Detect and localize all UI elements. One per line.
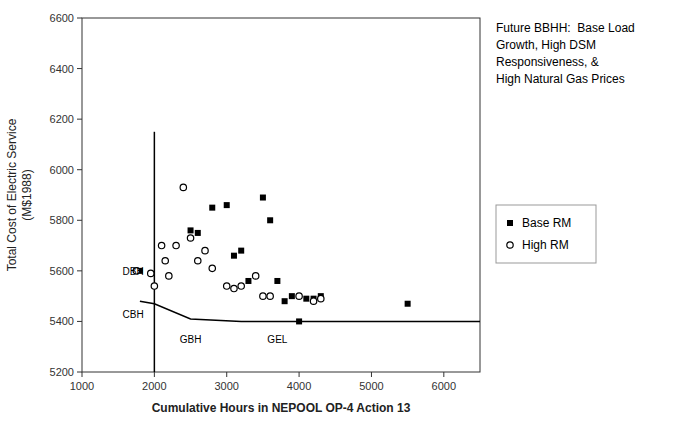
y-tick-label: 6600 — [50, 12, 74, 24]
point — [224, 283, 230, 289]
y-tick — [77, 119, 82, 120]
y-tick-label: 6200 — [50, 113, 74, 125]
point — [158, 242, 164, 248]
x-tick-label: 4000 — [287, 380, 311, 392]
x-axis-label: Cumulative Hours in NEPOOL OP-4 Action 1… — [152, 401, 411, 415]
point — [162, 258, 168, 264]
y-tick — [77, 220, 82, 221]
y-tick — [77, 68, 82, 69]
point — [274, 278, 280, 284]
marks — [133, 132, 480, 372]
x-tick — [299, 372, 300, 377]
point — [148, 270, 154, 276]
legend-box — [496, 205, 596, 263]
y-tick — [77, 18, 82, 19]
point — [209, 205, 215, 211]
point — [296, 293, 302, 299]
point — [231, 285, 237, 291]
x-tick — [82, 372, 83, 377]
subtitle-line: Future BBHH: Base Load — [496, 21, 635, 35]
y-axis-label-line: Total Cost of Electric Service — [5, 118, 19, 271]
x-tick-label: 3000 — [214, 380, 238, 392]
x-tick-label: 6000 — [432, 380, 456, 392]
annotation: CBH — [123, 309, 144, 320]
y-tick — [77, 321, 82, 322]
point — [187, 235, 193, 241]
point — [180, 184, 186, 190]
y-axis-label-line: (M$1988) — [20, 169, 34, 220]
point — [296, 318, 302, 324]
y-tick-label: 5400 — [50, 315, 74, 327]
point — [151, 283, 157, 289]
point — [260, 195, 266, 201]
plot-frame — [82, 18, 480, 372]
x-tick-label: 1000 — [70, 380, 94, 392]
y-tick — [77, 270, 82, 271]
line — [140, 301, 480, 321]
legend-marker — [507, 220, 513, 226]
point — [224, 202, 230, 208]
point — [195, 230, 201, 236]
y-tick — [77, 169, 82, 170]
point — [289, 293, 295, 299]
y-tick-label: 5600 — [50, 265, 74, 277]
y-axis-label: Total Cost of Electric Service(M$1988) — [5, 118, 34, 271]
point — [238, 248, 244, 254]
point — [282, 298, 288, 304]
annotation: DBH — [123, 266, 144, 277]
point — [310, 298, 316, 304]
y-tick-label: 6000 — [50, 164, 74, 176]
point — [209, 265, 215, 271]
point — [252, 273, 258, 279]
point — [303, 296, 309, 302]
annotation: GEL — [267, 334, 287, 345]
point — [202, 247, 208, 253]
point — [238, 283, 244, 289]
y-tick-label: 5200 — [50, 366, 74, 378]
chart: 1000 2000 3000 4000 5000 6000 5200 5400 5600 5800… — [0, 0, 699, 434]
x-tick-label: 5000 — [359, 380, 383, 392]
subtitle-line: High Natural Gas Prices — [496, 72, 625, 86]
point — [173, 242, 179, 248]
y-tick-label: 5800 — [50, 214, 74, 226]
x-tick — [443, 372, 444, 377]
point — [231, 253, 237, 259]
point — [267, 217, 273, 223]
point — [318, 295, 324, 301]
x-tick — [154, 372, 155, 377]
point — [405, 301, 411, 307]
point — [195, 258, 201, 264]
subtitle-line: Growth, High DSM — [496, 38, 596, 52]
y-tick-label: 6400 — [50, 63, 74, 75]
line — [154, 132, 156, 372]
x-tick — [371, 372, 372, 377]
subtitle-line: Responsiveness, & — [496, 55, 599, 69]
y-tick — [77, 372, 82, 373]
x-tick — [226, 372, 227, 377]
point — [166, 273, 172, 279]
legend: Base RM High RM — [496, 205, 596, 263]
point — [267, 293, 273, 299]
point — [188, 227, 194, 233]
point — [245, 278, 251, 284]
point — [260, 293, 266, 299]
legend-entry: High RM — [522, 238, 569, 252]
legend-marker — [507, 242, 513, 248]
subtitle: Future BBHH: Base Load Growth, High DSM Re… — [496, 21, 635, 86]
x-tick-label: 2000 — [142, 380, 166, 392]
annotation: GBH — [180, 334, 202, 345]
legend-entry: Base RM — [522, 216, 571, 230]
